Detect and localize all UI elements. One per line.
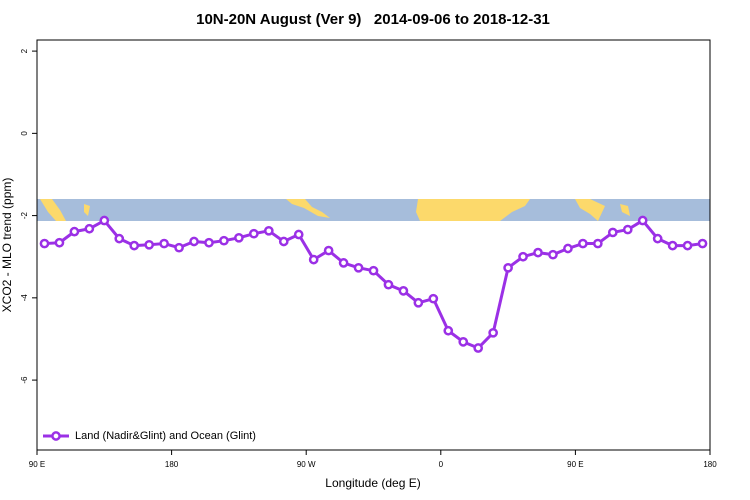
point	[503, 262, 513, 273]
point	[278, 236, 289, 247]
point	[144, 239, 155, 250]
land	[416, 199, 530, 221]
chart-title: 10N-20N August (Ver 9) 2014-09-06 to 201…	[196, 11, 550, 28]
point	[174, 242, 184, 253]
point	[159, 238, 169, 249]
point	[652, 233, 663, 244]
point	[413, 297, 424, 308]
point	[353, 262, 364, 273]
point	[592, 238, 603, 249]
x-tick-label: 0	[439, 460, 444, 469]
point	[637, 215, 648, 226]
point	[398, 286, 409, 296]
point	[234, 232, 244, 243]
x-axis-label: Longitude (deg E)	[325, 476, 420, 490]
point	[323, 245, 334, 256]
legend-label: Land (Nadir&Glint) and Ocean (Glint)	[75, 430, 256, 442]
land	[620, 204, 630, 216]
point	[308, 254, 319, 265]
point	[518, 251, 528, 262]
point	[533, 247, 543, 258]
point	[99, 215, 110, 226]
land	[286, 199, 330, 218]
y-axis-label: XCO2 - MLO trend (ppm)	[0, 178, 14, 313]
point	[607, 227, 618, 238]
point	[249, 228, 259, 239]
point	[338, 258, 349, 268]
point	[667, 240, 678, 251]
point	[428, 293, 439, 304]
y-tick-label: 2	[20, 48, 29, 53]
map-band	[37, 199, 710, 221]
land	[40, 199, 66, 221]
point	[443, 325, 454, 336]
y-tick-label: -6	[20, 376, 29, 384]
point	[69, 226, 80, 237]
series-line	[44, 219, 703, 350]
land	[84, 204, 90, 216]
y-tick-label: 0	[20, 131, 29, 136]
point	[39, 238, 50, 249]
x-tick-label: 180	[703, 460, 717, 469]
point	[473, 343, 484, 353]
point	[129, 240, 140, 251]
point	[548, 249, 558, 260]
ocean	[37, 199, 710, 221]
point	[368, 265, 379, 276]
point	[682, 240, 693, 251]
point	[204, 237, 214, 248]
x-tick-label: 90 W	[297, 460, 316, 469]
point	[54, 237, 65, 248]
point	[114, 233, 125, 244]
point	[263, 225, 274, 236]
x-tick-label: 90 E	[29, 460, 45, 469]
x-tick-label: 90 E	[567, 460, 583, 469]
point	[458, 336, 469, 347]
point	[622, 224, 633, 235]
point	[219, 235, 229, 246]
y-tick-label: -2	[20, 211, 29, 219]
legend-marker	[51, 431, 61, 441]
point	[563, 243, 573, 254]
point	[293, 229, 304, 240]
point	[488, 327, 498, 338]
x-tick-label: 180	[165, 460, 179, 469]
y-tick-label: -4	[20, 294, 29, 302]
point	[697, 238, 708, 249]
point	[189, 236, 199, 247]
land	[575, 199, 605, 221]
plot-frame	[36, 39, 711, 451]
point	[84, 223, 95, 234]
point	[383, 279, 394, 290]
point	[578, 238, 588, 249]
